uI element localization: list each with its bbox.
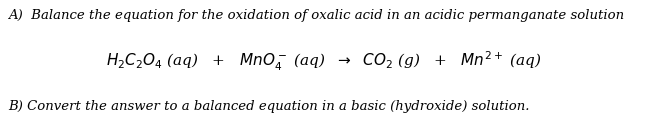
Text: $H_2C_2O_4$ (aq)   +   $MnO_4^-$ (aq)  $\rightarrow$  $CO_2$ (g)   +   $Mn^{2+}$: $H_2C_2O_4$ (aq) + $MnO_4^-$ (aq) $\righ… (106, 50, 542, 73)
Text: A)  Balance the equation for the oxidation of oxalic acid in an acidic permangan: A) Balance the equation for the oxidatio… (8, 9, 624, 22)
Text: B) Convert the answer to a balanced equation in a basic (hydroxide) solution.: B) Convert the answer to a balanced equa… (8, 100, 530, 113)
